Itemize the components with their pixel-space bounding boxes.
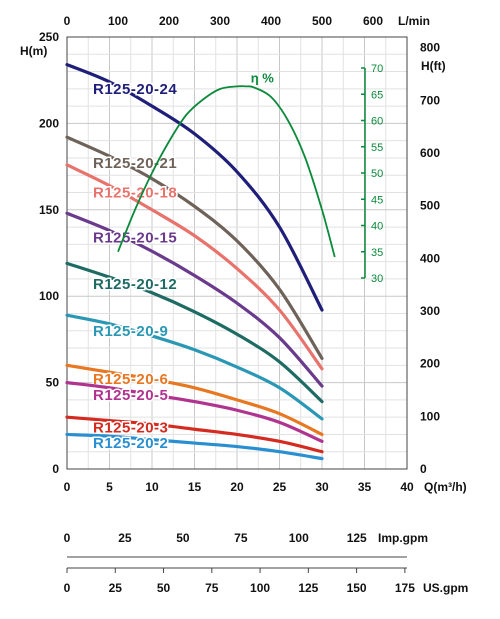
plot-border <box>66 36 408 470</box>
y-tick-label-m: 200 <box>39 116 59 130</box>
y-tick-label-ft: 400 <box>420 251 440 265</box>
series-label: R125-20-21 <box>93 155 177 172</box>
us-gpm-tick-label: 150 <box>347 581 367 595</box>
x-tick-label-lmin: 400 <box>261 14 281 28</box>
efficiency-tick-label: 60 <box>371 116 383 128</box>
x-tick-label-lmin: 600 <box>363 14 383 28</box>
y-tick-label-m: 250 <box>39 30 59 44</box>
series-label: R125-20-5 <box>93 387 168 404</box>
y-tick-label-m: 150 <box>39 203 59 217</box>
head-curve-r125-20-18 <box>65 163 324 371</box>
imp-gpm-tick-label: 50 <box>176 531 190 545</box>
plot-frame <box>66 36 408 470</box>
x-tick-label-lmin: 500 <box>312 14 332 28</box>
series-label: R125-20-18 <box>93 185 177 202</box>
axis-ticks: 0 5 10 15 20 25 30 35 400 100 200 300 400 500 60005010… <box>39 14 440 494</box>
head-curve-r125-20-21 <box>65 135 324 361</box>
y-tick-label-m: 0 <box>52 462 59 476</box>
x-tick-label-lmin: 300 <box>210 14 230 28</box>
series-label: R125-20-15 <box>93 230 177 247</box>
efficiency-label: η % <box>251 70 275 85</box>
x-tick-label-lmin: 200 <box>159 14 179 28</box>
imp-gpm-tick-label: 0 <box>64 531 71 545</box>
head-curve-r125-20-5 <box>65 381 324 443</box>
us-gpm-tick-label: 0 <box>64 581 71 595</box>
head-curve-r125-20-24 <box>65 63 324 312</box>
head-curve-r125-20-6 <box>65 363 324 437</box>
x-tick-label-m3h: 20 <box>230 480 244 494</box>
y-tick-label-ft: 700 <box>420 93 440 107</box>
x-tick-label-m3h: 0 <box>64 480 71 494</box>
us-gpm-tick-label: 75 <box>205 581 219 595</box>
imp-gpm-tick-label: 75 <box>234 531 248 545</box>
us-gpm-unit: US.gpm <box>423 581 468 595</box>
y-unit-right: H(ft) <box>421 59 446 73</box>
series-label: R125-20-3 <box>93 420 168 437</box>
efficiency-tick-label: 40 <box>371 221 383 233</box>
head-curve-r125-20-12 <box>65 261 324 404</box>
y-tick-label-ft: 600 <box>420 146 440 160</box>
y-tick-label-ft: 100 <box>420 409 440 423</box>
us-gpm-tick-label: 125 <box>298 581 318 595</box>
efficiency-curve: η % 30 35 40 45 50 55 60 65 70 <box>117 63 383 285</box>
x-tick-label-lmin: 0 <box>64 14 71 28</box>
imp-gpm-tick-label: 25 <box>118 531 132 545</box>
imp-gpm-tick-label: 100 <box>289 531 309 545</box>
x-tick-label-lmin: 100 <box>108 14 128 28</box>
x-tick-label-m3h: 5 <box>106 480 113 494</box>
x-tick-label-m3h: 25 <box>273 480 287 494</box>
y-tick-label-ft: 200 <box>420 357 440 371</box>
series-label: R125-20-9 <box>93 323 168 340</box>
head-curve-r125-20-3 <box>65 415 324 454</box>
y-tick-label-m: 100 <box>39 289 59 303</box>
efficiency-line <box>117 85 336 258</box>
imp-gpm-tick-label: 125 <box>347 531 367 545</box>
head-curve-r125-20-9 <box>65 313 324 421</box>
series-label: R125-20-2 <box>93 435 168 452</box>
x-unit-top: L/min <box>398 14 430 28</box>
us-gpm-tick-label: 50 <box>157 581 171 595</box>
head-curve-r125-20-15 <box>65 211 324 388</box>
y-tick-label-ft: 500 <box>420 199 440 213</box>
y-tick-label-m: 50 <box>46 376 60 390</box>
imp-gpm-unit: Imp.gpm <box>378 531 428 545</box>
y-tick-label-ft: 300 <box>420 304 440 318</box>
axis-units: H(m) H(ft) L/min Q(m³/h) <box>20 14 467 494</box>
efficiency-tick-label: 35 <box>371 247 383 259</box>
y-tick-label-ft: 0 <box>420 462 427 476</box>
x-tick-label-m3h: 40 <box>400 480 414 494</box>
efficiency-tick-label: 70 <box>371 63 383 75</box>
y-unit-left: H(m) <box>20 44 47 58</box>
gpm-scales: 0 25 50 75 100 125 Imp.gpm 0 25 50 75 100 125 150 175 U… <box>64 531 469 595</box>
series-label: R125-20-6 <box>93 371 168 388</box>
x-tick-label-m3h: 15 <box>188 480 202 494</box>
grid <box>66 36 408 470</box>
series-label: R125-20-24 <box>93 81 177 98</box>
x-unit-bottom: Q(m³/h) <box>424 480 467 494</box>
efficiency-tick-label: 45 <box>371 194 383 206</box>
efficiency-tick-label: 30 <box>371 273 383 285</box>
efficiency-tick-label: 65 <box>371 89 383 101</box>
y-tick-label-ft: 800 <box>420 41 440 55</box>
us-gpm-tick-label: 100 <box>250 581 270 595</box>
us-gpm-tick-label: 25 <box>109 581 123 595</box>
head-curve-r125-20-2 <box>65 432 324 461</box>
x-tick-label-m3h: 30 <box>315 480 329 494</box>
efficiency-tick-label: 50 <box>371 168 383 180</box>
x-tick-label-m3h: 35 <box>358 480 372 494</box>
head-curves: R125-20-24 R125-20-21 R125-20-18 R125-20-15… <box>65 63 324 461</box>
us-gpm-tick-label: 175 <box>395 581 415 595</box>
x-tick-label-m3h: 10 <box>145 480 159 494</box>
series-label: R125-20-12 <box>93 276 177 293</box>
efficiency-tick-label: 55 <box>371 142 383 154</box>
